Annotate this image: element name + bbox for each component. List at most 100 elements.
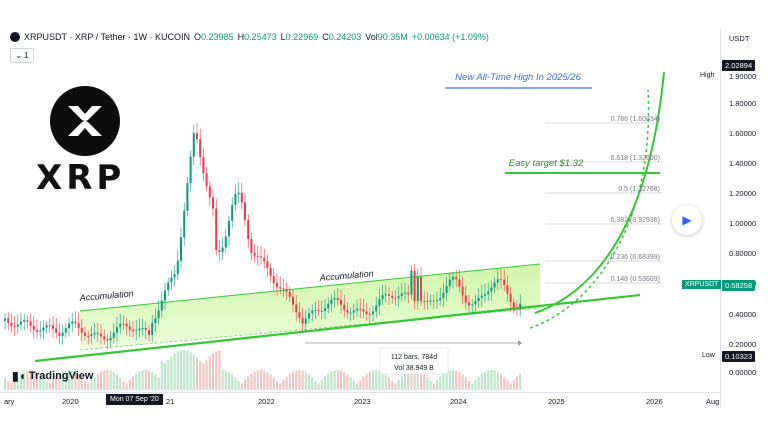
- time-tick: 2026: [646, 397, 663, 406]
- volume-bar: [343, 372, 346, 390]
- candle-body: [112, 332, 115, 338]
- volume-bar: [247, 376, 250, 390]
- candle-body: [52, 325, 54, 329]
- volume-bar: [272, 377, 275, 390]
- candle-body: [135, 330, 138, 332]
- time-tick: ary: [4, 397, 15, 406]
- volume-bar: [346, 374, 349, 390]
- volume-bar: [116, 374, 118, 390]
- candle-body: [90, 334, 93, 337]
- play-icon: ▶: [682, 213, 692, 227]
- candle-body: [301, 317, 304, 324]
- volume-bar: [196, 357, 198, 390]
- volume-bar: [285, 376, 288, 390]
- volume-bar: [90, 379, 93, 390]
- time-axis[interactable]: ary 2020 21 2022 2023 2024 2025 2026 Aug Mon 07 …: [0, 392, 720, 409]
- candle-body: [263, 257, 266, 262]
- volume-bar: [221, 370, 224, 390]
- candle-body: [349, 312, 352, 314]
- symbol-legend[interactable]: XRPUSDT · XRP / Tether · 1W · KUCOIN O0.…: [10, 32, 489, 42]
- volume-bar: [96, 373, 99, 390]
- candles: [4, 122, 522, 350]
- candle-body: [160, 300, 163, 311]
- volume-bar: [308, 374, 310, 390]
- candle-body: [288, 291, 291, 297]
- volume-bar: [378, 370, 381, 390]
- collapse-indicators-button[interactable]: ⌄ 1: [10, 48, 34, 63]
- candle-body: [180, 237, 182, 261]
- volume-bar: [228, 372, 230, 390]
- fib-label: 0.148 (0.53609): [611, 276, 660, 283]
- volume-bar: [448, 370, 451, 390]
- candle-body: [116, 327, 118, 333]
- candle-body: [77, 323, 80, 328]
- volume-bar: [199, 361, 202, 390]
- candle-body: [208, 186, 211, 198]
- volume-bar: [256, 370, 259, 390]
- volume-bar: [234, 377, 237, 390]
- volume-bar: [484, 371, 486, 390]
- volume-bar: [471, 383, 474, 390]
- candle-body: [480, 295, 483, 298]
- candle-body: [471, 304, 474, 306]
- candle-body: [276, 282, 278, 288]
- fib-label: 0.5 (1.12768): [618, 186, 660, 193]
- volume-bar: [58, 373, 61, 390]
- candle-body: [496, 279, 499, 283]
- candle-body: [391, 295, 394, 298]
- price-chart[interactable]: 0.786 (1.60834) 0.618 (1.32600) 0.5 (1.127…: [0, 28, 720, 392]
- symbol-logo-icon: [10, 32, 20, 42]
- volume-bar: [93, 376, 96, 390]
- candle-body: [372, 311, 374, 315]
- candle-body: [231, 204, 234, 221]
- volume-bar: [420, 372, 422, 390]
- volume-bar: [164, 363, 166, 390]
- candle-body: [461, 286, 464, 296]
- volume-bar: [477, 376, 480, 390]
- candle-body: [87, 335, 90, 337]
- volume-bar: [362, 376, 365, 390]
- candle-body: [282, 288, 285, 290]
- candle-body: [266, 261, 269, 269]
- candle-body: [170, 277, 173, 283]
- play-replay-button[interactable]: ▶: [672, 205, 702, 235]
- volume-bar: [496, 372, 499, 390]
- ath-curve: [534, 71, 665, 314]
- candle-body: [234, 193, 237, 205]
- candle-body: [346, 309, 349, 313]
- candle-body: [324, 308, 326, 311]
- ohlc-vol: Vol90.35M: [365, 32, 408, 42]
- candle-body: [394, 297, 397, 299]
- candle-body: [148, 330, 150, 335]
- candle-body: [26, 320, 29, 322]
- crosshair-date-label: Mon 07 Sep '20: [106, 394, 163, 405]
- candle-body: [106, 339, 109, 341]
- volume-bar: [327, 373, 330, 390]
- candle-body: [138, 328, 141, 331]
- candle-body: [327, 303, 330, 309]
- candle-body: [244, 202, 246, 220]
- price-axis[interactable]: USDT 2.02894 1.90000 1.80000 1.60000 1.400…: [720, 28, 768, 408]
- symbol-title[interactable]: XRPUSDT · XRP / Tether · 1W · KUCOIN: [24, 32, 191, 42]
- candle-body: [464, 295, 467, 303]
- candle-body: [455, 276, 458, 280]
- candle-body: [442, 292, 445, 298]
- volume-bar: [381, 372, 384, 390]
- volume-bar: [208, 356, 211, 390]
- candle-body: [500, 279, 502, 281]
- volume-bar: [269, 374, 272, 390]
- candle-body: [39, 330, 42, 332]
- candle-body: [272, 276, 275, 283]
- volume-bar: [493, 370, 496, 390]
- volume-bar: [394, 383, 397, 390]
- volume-bar: [397, 379, 400, 390]
- fib-label: 0.618 (1.32600): [611, 155, 660, 162]
- price-tick: 1.60000: [729, 129, 757, 138]
- price-tick: 0.20000: [729, 340, 757, 349]
- candle-body: [432, 300, 435, 302]
- candle-body: [61, 332, 64, 336]
- candle-body: [388, 294, 390, 296]
- target-annotation: Easy target $1.32: [509, 158, 584, 169]
- candle-body: [58, 332, 61, 336]
- candle-body: [400, 293, 403, 297]
